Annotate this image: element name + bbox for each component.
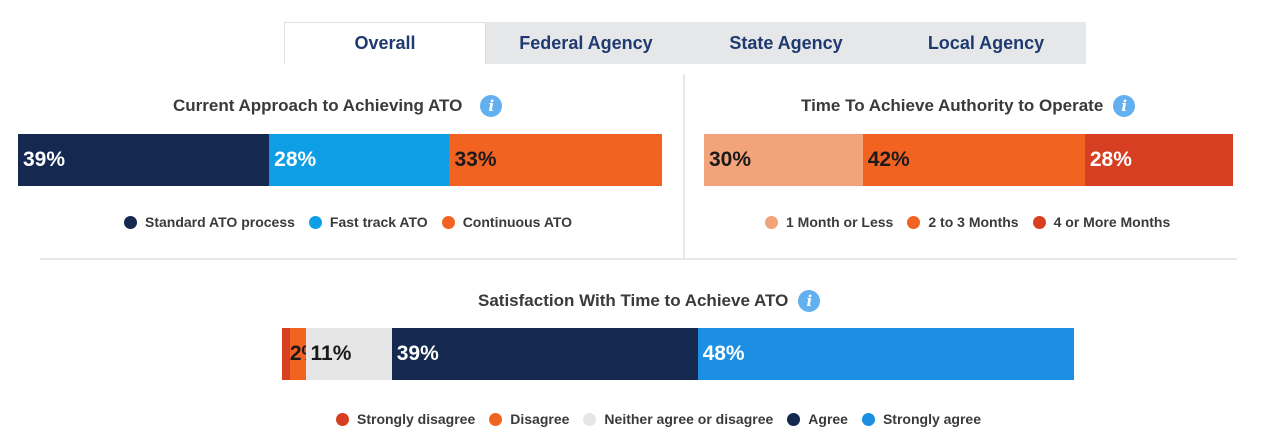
legend-item[interactable]: Fast track ATO <box>308 214 428 230</box>
bar-segment[interactable]: 39% <box>391 328 698 380</box>
legend-item[interactable]: Strongly disagree <box>336 411 475 427</box>
legend-dot-icon <box>489 412 503 426</box>
bar-segment[interactable] <box>282 328 290 380</box>
bar-segment[interactable]: 28% <box>269 134 450 186</box>
legend-dot-icon <box>308 215 322 229</box>
legend-dot-icon <box>861 412 875 426</box>
info-icon[interactable]: i <box>798 290 821 312</box>
approach-stacked-bar: 39% 28% 33% <box>18 134 662 186</box>
bar-segment[interactable]: 48% <box>697 328 1074 380</box>
legend-dot-icon <box>124 215 137 229</box>
legend-item[interactable]: Disagree <box>489 411 569 427</box>
legend-dot-icon <box>583 412 597 426</box>
time-stacked-bar: 30% 42% 28% <box>704 134 1233 186</box>
tab-state-agency[interactable]: State Agency <box>729 32 843 53</box>
legend-dot-icon <box>336 412 349 426</box>
legend-item[interactable]: 1 Month or Less <box>765 214 893 230</box>
legend-label: Standard ATO process <box>145 214 295 230</box>
bar-segment[interactable]: 11% <box>305 328 392 380</box>
legend-label: 2 to 3 Months <box>928 214 1019 230</box>
legend-item[interactable]: Neither agree or disagree <box>583 411 773 427</box>
tab-overall[interactable]: Overall <box>284 22 486 64</box>
time-legend: 1 Month or Less 2 to 3 Months 4 or More Mo… <box>765 214 1170 230</box>
satisfaction-legend: Strongly disagree Disagree Neither agree o… <box>336 411 981 427</box>
legend-dot-icon <box>787 412 801 426</box>
agency-tabs: Overall Federal Agency State Agency Loca… <box>284 22 1086 64</box>
tab-federal-agency[interactable]: Federal Agency <box>519 32 653 53</box>
legend-label: Strongly disagree <box>357 411 476 427</box>
legend-item[interactable]: Agree <box>787 411 848 427</box>
tab-local-agency[interactable]: Local Agency <box>927 32 1045 53</box>
chart-title-approach: Current Approach to Achieving ATO i <box>173 95 503 117</box>
legend-dot-icon <box>765 215 778 229</box>
legend-label: 4 or More Months <box>1053 214 1171 230</box>
legend-label: Neither agree or disagree <box>604 411 774 427</box>
legend-label: Continuous ATO <box>462 214 573 230</box>
bar-segment[interactable]: 2% <box>289 328 320 380</box>
legend-item[interactable]: 2 to 3 Months <box>907 214 1019 230</box>
legend-dot-icon <box>441 215 455 229</box>
approach-legend: Standard ATO process Fast track ATO Contin… <box>124 214 572 230</box>
bar-segment[interactable]: 42% <box>862 134 1085 186</box>
chart-title-approach-text: Current Approach to Achieving ATO <box>173 96 463 115</box>
legend-label: Disagree <box>510 411 570 427</box>
chart-title-satisfaction: Satisfaction With Time to Achieve ATO i <box>478 290 821 312</box>
info-icon[interactable]: i <box>1113 95 1136 117</box>
horizontal-divider <box>40 258 1237 260</box>
bar-segment[interactable]: 28% <box>1084 134 1233 186</box>
bar-segment[interactable]: 33% <box>449 134 662 186</box>
legend-dot-icon <box>1032 215 1046 229</box>
legend-item[interactable]: Continuous ATO <box>441 214 573 230</box>
vertical-divider <box>683 74 685 258</box>
legend-label: Fast track ATO <box>329 214 428 230</box>
legend-label: Strongly agree <box>882 411 981 427</box>
chart-title-time: Time To Achieve Authority to Operate i <box>801 95 1136 117</box>
chart-title-satisfaction-text: Satisfaction With Time to Achieve ATO <box>478 291 789 310</box>
legend-label: 1 Month or Less <box>786 214 894 230</box>
legend-item[interactable]: Standard ATO process <box>124 214 295 230</box>
legend-item[interactable]: Strongly agree <box>861 411 981 427</box>
legend-item[interactable]: 4 or More Months <box>1032 214 1171 230</box>
chart-title-time-text: Time To Achieve Authority to Operate <box>801 96 1104 115</box>
satisfaction-stacked-bar: 2%11%39%48% <box>282 328 1074 380</box>
bar-segment[interactable]: 30% <box>704 134 863 186</box>
legend-label: Agree <box>808 411 848 427</box>
legend-dot-icon <box>907 215 921 229</box>
bar-segment[interactable]: 39% <box>18 134 270 186</box>
info-icon[interactable]: i <box>480 95 503 117</box>
